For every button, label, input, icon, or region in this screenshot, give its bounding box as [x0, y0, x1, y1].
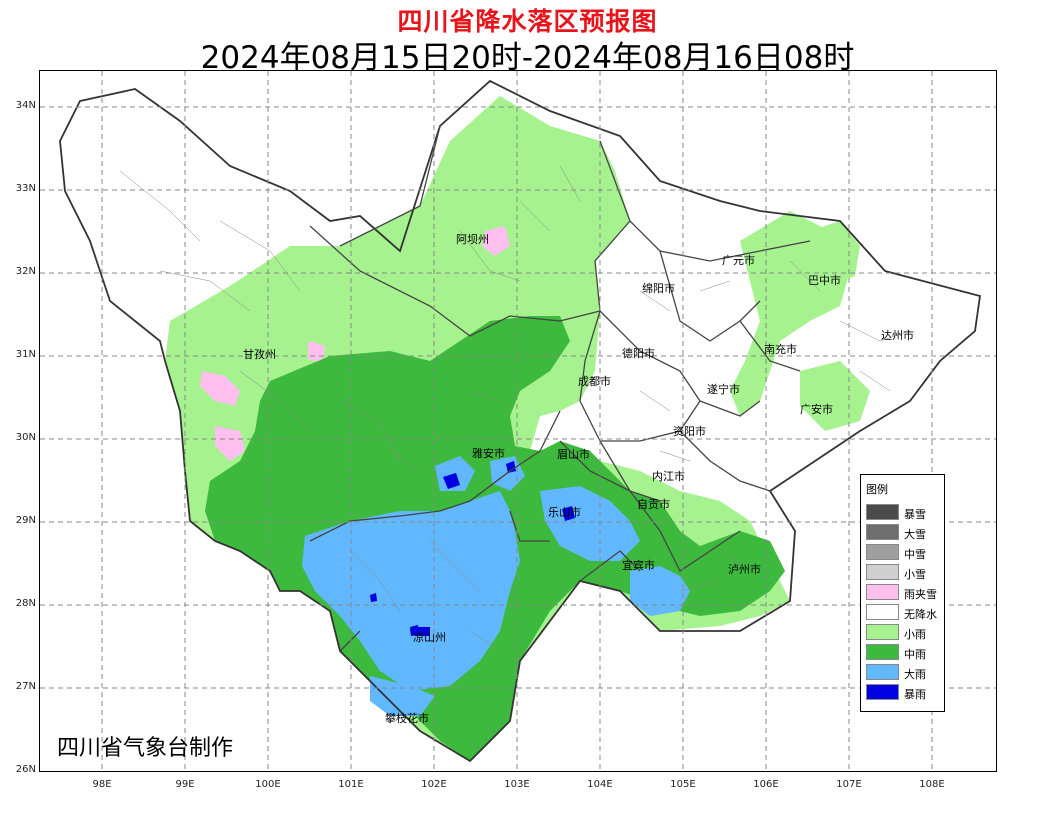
precipitation-map: [40, 71, 996, 771]
lon-label-107e: 107E: [836, 779, 862, 790]
legend-label: 暴雪: [904, 508, 926, 521]
city-label-aba: 阿坝州: [456, 233, 489, 246]
city-label-deyang: 德阳市: [622, 347, 655, 360]
legend-label: 中雨: [904, 648, 926, 661]
legend-swatch: [866, 524, 899, 540]
legend-swatch: [866, 664, 899, 680]
city-label-dazhou: 达州市: [881, 329, 914, 342]
map-title: 四川省降水落区预报图: [397, 7, 658, 36]
lon-label-104e: 104E: [587, 779, 613, 790]
city-label-luzhou: 泸州市: [728, 563, 761, 576]
rainstorm-2: [506, 461, 516, 473]
city-label-suining: 遂宁市: [707, 383, 740, 396]
legend-item: 暴雪: [866, 503, 944, 521]
legend-item: 大雪: [866, 523, 944, 541]
legend-item: 无降水: [866, 603, 944, 621]
city-label-neijiang: 内江市: [652, 470, 685, 483]
legend-item: 大雨: [866, 663, 944, 681]
lon-label-99e: 99E: [175, 779, 195, 790]
legend-swatch: [866, 684, 899, 700]
lon-label-101e: 101E: [338, 779, 364, 790]
lon-label-100e: 100E: [255, 779, 281, 790]
legend-swatch: [866, 624, 899, 640]
legend-swatch: [866, 604, 899, 620]
city-label-chengdu: 成都市: [578, 375, 611, 388]
map-frame: [39, 70, 997, 772]
legend-swatch: [866, 564, 899, 580]
lon-label-98e: 98E: [92, 779, 112, 790]
lat-label-29n: 29N: [15, 515, 36, 526]
city-label-mianyang: 绵阳市: [642, 282, 675, 295]
rainstorm-1: [443, 473, 460, 489]
county-boundaries: [119, 165, 911, 652]
lat-label-30n: 30N: [15, 432, 36, 443]
sleet-area-3: [482, 226, 510, 256]
lat-label-28n: 28N: [15, 598, 36, 609]
producer-credit: 四川省气象台制作: [57, 736, 234, 761]
lon-label-103e: 103E: [504, 779, 530, 790]
legend-item: 小雪: [866, 563, 944, 581]
lon-label-108e: 108E: [919, 779, 945, 790]
lon-label-105e: 105E: [670, 779, 696, 790]
lat-label-34n: 34N: [15, 100, 36, 111]
lat-label-27n: 27N: [15, 681, 36, 692]
lon-label-102e: 102E: [421, 779, 447, 790]
legend-item: 雨夹雪: [866, 583, 944, 601]
rainstorm-7: [415, 627, 430, 636]
rainstorm-5: [370, 593, 377, 602]
city-label-meishan: 眉山市: [557, 448, 590, 461]
city-label-yaan: 雅安市: [472, 447, 505, 460]
light-rain-northeast: [805, 221, 860, 286]
legend-item: 中雨: [866, 643, 944, 661]
heavy-rain-yibin: [630, 566, 690, 616]
legend-label: 雨夹雪: [904, 588, 937, 601]
legend-item: 暴雨: [866, 683, 944, 701]
graticule: [40, 71, 996, 771]
legend-label: 大雪: [904, 528, 926, 541]
heavy-rain-leshan: [540, 486, 640, 561]
heavy-rain-area: [302, 491, 520, 691]
lat-label-31n: 31N: [15, 349, 36, 360]
legend-label: 暴雨: [904, 688, 926, 701]
rainstorm-3: [562, 506, 575, 521]
legend-swatch: [866, 504, 899, 520]
heavy-rain-south: [370, 676, 435, 716]
legend-label: 无降水: [904, 608, 937, 621]
city-label-yibin: 宜宾市: [622, 559, 655, 572]
legend-label: 中雪: [904, 548, 926, 561]
city-label-ganzi: 甘孜州: [243, 348, 276, 361]
legend-label: 小雪: [904, 568, 926, 581]
map-legend: 图例 暴雪大雪中雪小雪雨夹雪无降水小雨中雨大雨暴雨: [860, 474, 945, 712]
prefecture-borders: [309, 125, 811, 652]
city-label-zigong: 自贡市: [637, 498, 670, 511]
province-border: [59, 79, 982, 763]
legend-swatch: [866, 584, 899, 600]
legend-title: 图例: [866, 483, 888, 496]
sleet-area-4: [308, 341, 325, 363]
lon-label-106e: 106E: [753, 779, 779, 790]
light-rain-guangan: [800, 361, 870, 431]
legend-label: 小雨: [904, 628, 926, 641]
city-label-guangan: 广安市: [800, 403, 833, 416]
legend-swatch: [866, 544, 899, 560]
legend-label: 大雨: [904, 668, 926, 681]
legend-item: 中雪: [866, 543, 944, 561]
lat-label-26n: 26N: [15, 764, 36, 775]
city-label-liangshan: 凉山州: [413, 631, 446, 644]
sleet-area-2: [215, 426, 245, 461]
lat-label-33n: 33N: [15, 183, 36, 194]
lat-label-32n: 32N: [15, 266, 36, 277]
sleet-area-1: [200, 371, 240, 406]
city-label-nanchong: 南充市: [764, 343, 797, 356]
city-label-ziyang: 资阳市: [673, 425, 706, 438]
city-label-bazhong: 巴中市: [808, 274, 841, 287]
legend-item: 小雨: [866, 623, 944, 641]
city-label-panzhihua: 攀枝花市: [385, 712, 429, 725]
legend-swatch: [866, 644, 899, 660]
city-label-leshan: 乐山市: [548, 506, 581, 519]
city-label-guangyuan: 广元市: [722, 254, 755, 267]
